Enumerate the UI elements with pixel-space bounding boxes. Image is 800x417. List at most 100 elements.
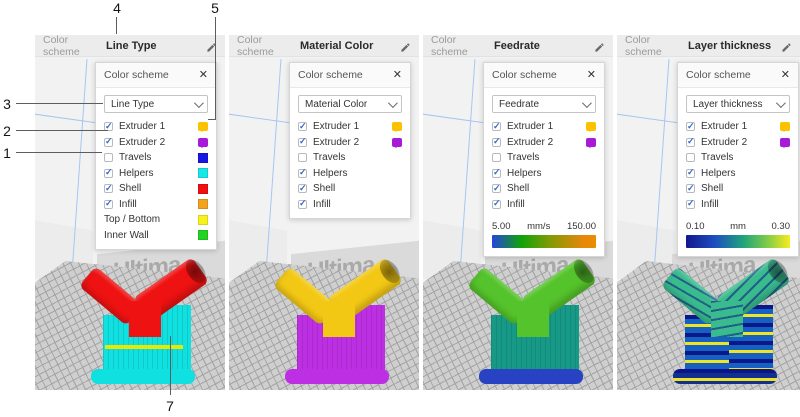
edit-pencil-icon[interactable] <box>781 40 792 52</box>
legend-row: Extruder 2 <box>686 135 790 151</box>
checkbox[interactable] <box>492 121 501 132</box>
close-icon[interactable]: ✕ <box>780 68 790 81</box>
legend-row-label: Infill <box>119 198 137 210</box>
checkbox[interactable] <box>298 136 307 147</box>
color-swatch <box>780 184 790 194</box>
legend-row-label: Travels <box>119 152 152 164</box>
checkbox[interactable] <box>492 198 501 209</box>
model-support <box>341 305 385 377</box>
checkbox[interactable] <box>686 198 695 209</box>
gradient-legend-bar <box>686 235 790 248</box>
legend-row: Travels <box>686 150 790 166</box>
chevron-down-icon <box>775 97 786 108</box>
color-scheme-popup: Color scheme ✕ Feedrate Extruder 1 Ex <box>483 62 605 257</box>
3d-viewport[interactable]: Ultima Color scheme ✕ Layer thickness <box>617 57 800 390</box>
legend-min-value: 5.00 <box>492 221 511 232</box>
callout-line-1 <box>16 152 102 153</box>
checkbox[interactable] <box>298 153 307 163</box>
checkbox[interactable] <box>104 167 113 178</box>
dropdown-value: Layer thickness <box>693 98 763 110</box>
checkbox[interactable] <box>686 121 695 132</box>
legend-rows: Extruder 1 Extruder 2 Travels <box>96 118 216 249</box>
legend-rows: Extruder 1 Extruder 2 Travels <box>290 118 410 218</box>
checkbox[interactable] <box>492 167 501 178</box>
checkbox[interactable] <box>104 198 113 209</box>
close-icon[interactable]: ✕ <box>198 68 208 81</box>
checkbox[interactable] <box>298 167 307 178</box>
color-swatch <box>392 168 402 178</box>
callout-line-4 <box>116 17 117 34</box>
checkbox[interactable] <box>104 136 113 147</box>
close-icon[interactable]: ✕ <box>586 68 596 81</box>
edit-pencil-icon[interactable] <box>206 40 217 52</box>
checkbox[interactable] <box>686 153 695 163</box>
viewport-panel-feedrate: Color scheme Feedrate Ultima <box>423 34 613 390</box>
legend-row-label: Extruder 1 <box>701 121 748 133</box>
checkbox[interactable] <box>492 183 501 194</box>
printed-model <box>660 257 792 389</box>
3d-viewport[interactable]: Ultima Color scheme ✕ Feedrate <box>423 57 613 390</box>
3d-viewport[interactable]: Ultima Color scheme ✕ Material Color <box>229 57 419 390</box>
legend-row: Shell <box>492 181 596 197</box>
color-scheme-header: Color scheme Feedrate <box>423 34 613 58</box>
legend-row-label: Shell <box>507 183 530 195</box>
checkbox[interactable] <box>492 136 501 147</box>
model-base <box>479 369 583 384</box>
checkbox[interactable] <box>104 121 113 132</box>
checkbox[interactable] <box>104 183 113 194</box>
checkbox[interactable] <box>686 183 695 194</box>
popup-title: Color scheme <box>298 69 363 81</box>
callout-label-7: 7 <box>166 398 174 414</box>
color-scheme-dropdown[interactable]: Material Color <box>298 95 402 113</box>
model-accent-stripe <box>299 345 377 349</box>
legend-row-label: Helpers <box>507 167 542 179</box>
callout-line-7 <box>170 336 171 395</box>
callout-label-3: 3 <box>3 96 11 112</box>
checkbox[interactable] <box>298 121 307 132</box>
color-swatch <box>780 199 790 209</box>
legend-row-label: Extruder 1 <box>313 121 360 133</box>
callout-label-4: 4 <box>113 0 121 16</box>
chevron-down-icon <box>581 97 592 108</box>
legend-unit: mm <box>730 221 746 232</box>
legend-row: Extruder 1 <box>686 119 790 135</box>
legend-row-label: Inner Wall <box>104 229 149 241</box>
legend-max-value: 150.00 <box>566 221 596 232</box>
legend-row: Shell <box>104 181 208 197</box>
legend-row-label: Shell <box>119 183 142 195</box>
legend-row-label: Helpers <box>119 167 154 179</box>
legend-row-label: Top / Bottom <box>104 214 161 226</box>
checkbox[interactable] <box>686 167 695 178</box>
edit-pencil-icon[interactable] <box>400 40 411 52</box>
viewport-panel-layer-thickness: Color scheme Layer thickness Ultima <box>617 34 800 390</box>
color-scheme-header: Color scheme Material Color <box>229 33 419 58</box>
legend-row: Travels <box>492 150 596 166</box>
checkbox[interactable] <box>686 136 695 147</box>
color-scheme-dropdown[interactable]: Feedrate <box>492 95 596 113</box>
color-scheme-header-value: Layer thickness <box>688 39 772 52</box>
checkbox[interactable] <box>104 153 113 163</box>
checkbox[interactable] <box>298 198 307 209</box>
legend-row-label: Shell <box>313 183 336 195</box>
model-base <box>285 369 389 384</box>
checkbox[interactable] <box>298 183 307 194</box>
viewport-panel-line-type: Color scheme Line Type Ultima <box>35 34 225 390</box>
color-swatch <box>586 153 596 163</box>
color-scheme-dropdown[interactable]: Layer thickness <box>686 95 790 113</box>
edit-pencil-icon[interactable] <box>594 40 605 52</box>
legend-row-label: Extruder 2 <box>507 136 554 148</box>
callout-label-2: 2 <box>3 123 11 139</box>
legend-row: Top / Bottom <box>104 212 208 228</box>
color-swatch <box>586 137 596 148</box>
color-swatch <box>780 122 790 133</box>
gradient-legend-bar <box>492 235 596 248</box>
color-swatch <box>586 184 596 194</box>
color-scheme-dropdown[interactable]: Line Type <box>104 95 208 113</box>
3d-viewport[interactable]: Ultima Color scheme ✕ Line Type <box>35 57 225 390</box>
checkbox[interactable] <box>492 153 501 163</box>
color-scheme-header-label: Color scheme <box>237 33 274 58</box>
color-scheme-popup: Color scheme ✕ Line Type Extruder 1 E <box>95 62 217 250</box>
color-swatch <box>392 153 402 163</box>
close-icon[interactable]: ✕ <box>392 68 402 81</box>
